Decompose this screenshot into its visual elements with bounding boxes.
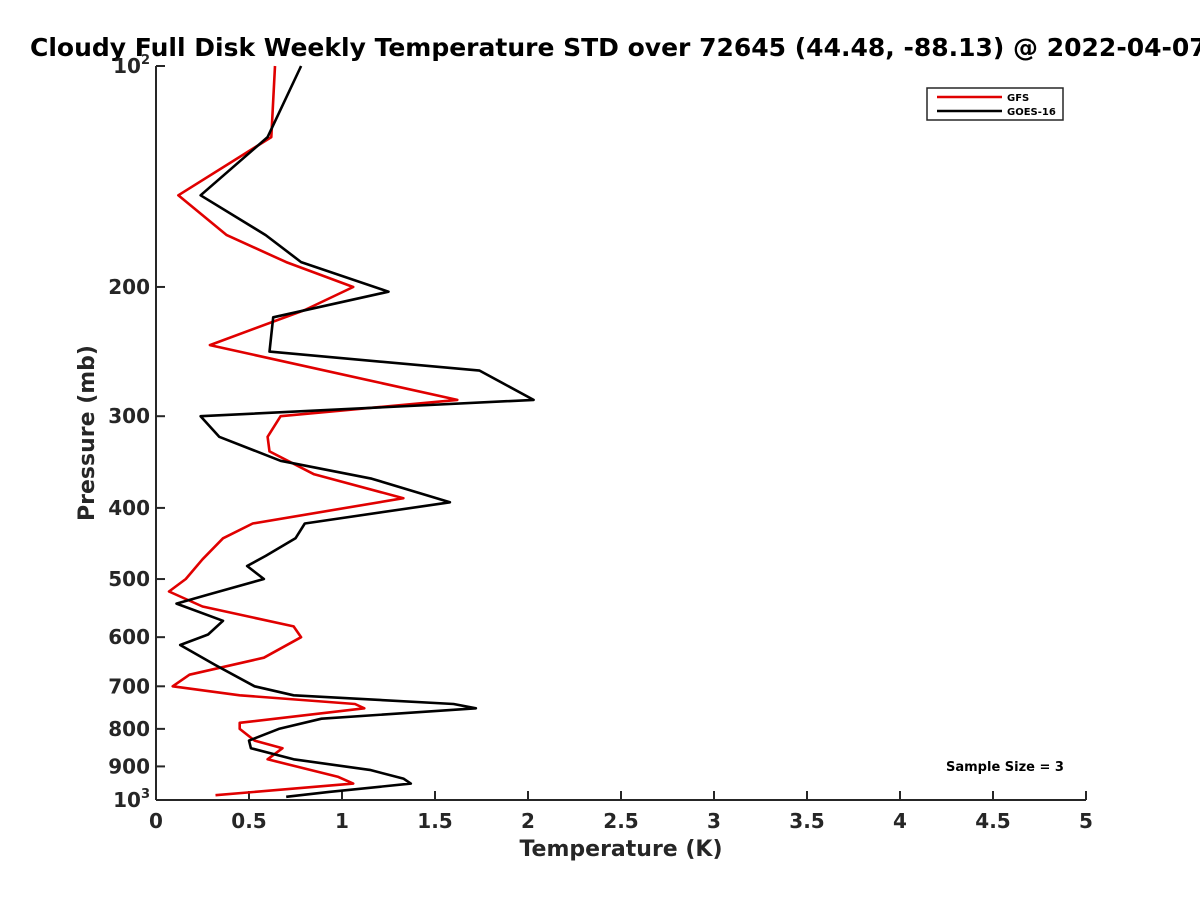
y-tick-label: 900: [108, 754, 150, 778]
y-tick-label: 103: [113, 787, 150, 812]
legend-box: [926, 87, 1064, 121]
series-layer: [167, 65, 535, 799]
y-ticks: 102 200 300 400 500 600 700 800 900 103: [108, 53, 165, 812]
y-tick-label: 102: [113, 53, 150, 78]
y-tick-label: 700: [108, 674, 150, 698]
x-tick-label: 1: [335, 809, 349, 833]
series-line-goes16: [175, 65, 535, 799]
x-axis-label: Temperature (K): [519, 837, 722, 862]
legend: GFS GOES-16: [926, 87, 1064, 121]
y-tick-label: 200: [108, 275, 150, 299]
x-ticks: 0 0.5 1 1.5 2 2.5 3 3.5 4 4.5 5: [149, 791, 1093, 833]
x-tick-label: 2: [521, 809, 535, 833]
y-axis-label: Pressure (mb): [75, 345, 100, 521]
legend-label-gfs: GFS: [1007, 93, 1029, 104]
x-tick-label: 0: [149, 809, 163, 833]
sample-size-annotation: Sample Size = 3: [946, 760, 1064, 775]
x-tick-label: 4: [893, 809, 907, 833]
series-line-gfs: [167, 65, 459, 797]
y-tick-label: 300: [108, 404, 150, 428]
x-tick-label: 2.5: [603, 809, 638, 833]
x-tick-label: 4.5: [975, 809, 1010, 833]
x-tick-label: 1.5: [417, 809, 452, 833]
chart-title: Cloudy Full Disk Weekly Temperature STD …: [30, 33, 1200, 62]
legend-label-goes16: GOES-16: [1007, 107, 1056, 118]
x-tick-label: 3: [707, 809, 721, 833]
y-tick-label: 400: [108, 496, 150, 520]
plot-area: [156, 66, 1086, 800]
y-tick-label: 500: [108, 567, 150, 591]
x-tick-label: 0.5: [231, 809, 266, 833]
x-tick-label: 3.5: [789, 809, 824, 833]
y-tick-label: 800: [108, 717, 150, 741]
y-tick-label: 600: [108, 625, 150, 649]
x-tick-label: 5: [1079, 809, 1093, 833]
